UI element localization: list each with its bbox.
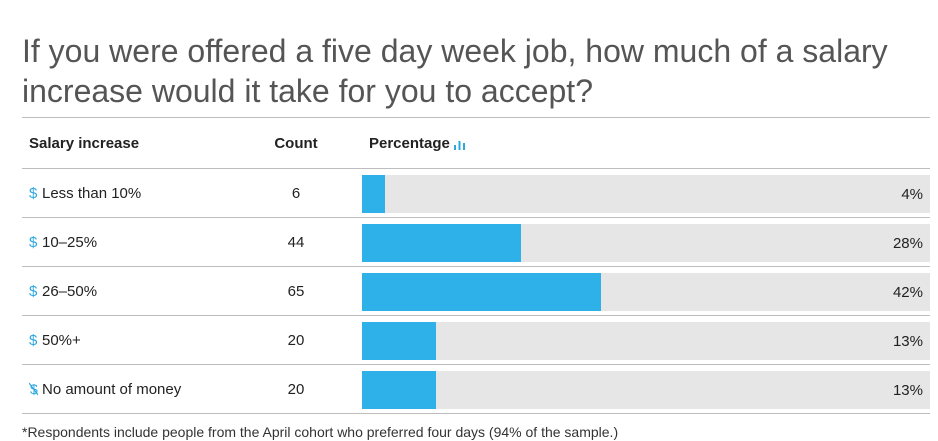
dollar-icon: $ — [29, 283, 38, 300]
dollar-icon: $ — [29, 332, 38, 349]
salary-increase-label: 10–25% — [42, 234, 98, 251]
salary-increase-label: 26–50% — [42, 283, 98, 300]
salary-increase-label: 50%+ — [42, 332, 81, 349]
results-table: Salary increase Count Percentage $ Less t… — [22, 117, 930, 414]
salary-increase-cell: $26–50% — [29, 283, 97, 300]
percentage-bar-track: 28% — [362, 224, 930, 262]
table-row: $26–50% 65 42% — [22, 267, 930, 316]
table-header: Salary increase Count Percentage — [22, 118, 930, 169]
count-cell: 20 — [287, 332, 305, 349]
column-header-salary-increase[interactable]: Salary increase — [29, 135, 140, 152]
percentage-bar-track: 13% — [362, 371, 930, 409]
table-body: $ Less than 10% 6 4% $10–25% 44 28% $26–50% 65 42… — [22, 169, 930, 414]
percentage-bar-track: 13% — [362, 322, 930, 360]
salary-increase-label: Less than 10% — [42, 185, 142, 202]
percentage-label: 13% — [892, 333, 923, 350]
percentage-label: 42% — [892, 284, 923, 301]
footnote: *Respondents include people from the Apr… — [22, 424, 619, 440]
percentage-bar — [362, 322, 436, 360]
chart-title: If you were offered a five day week job,… — [22, 33, 888, 110]
percentage-bar — [362, 273, 601, 311]
percentage-bar — [362, 175, 385, 213]
dollar-icon: $ — [29, 234, 38, 251]
count-cell: 20 — [287, 381, 305, 398]
column-header-percentage-label: Percentage — [369, 135, 450, 152]
table-row: $No amount of money 20 13% — [22, 365, 930, 414]
percentage-label: 13% — [892, 382, 923, 399]
salary-increase-cell: $ Less than 10% — [29, 185, 141, 202]
percentage-label: 4% — [901, 186, 923, 203]
table-row: $ Less than 10% 6 4% — [22, 169, 930, 218]
percentage-bar — [362, 371, 436, 409]
salary-increase-cell: $10–25% — [29, 234, 97, 251]
percentage-bar-track: 4% — [362, 175, 930, 213]
dollar-icon: $ — [29, 185, 38, 202]
table-row: $10–25% 44 28% — [22, 218, 930, 267]
salary-increase-cell: $No amount of money — [28, 381, 182, 398]
percentage-bar-track: 42% — [362, 273, 930, 311]
table-row: $50%+ 20 13% — [22, 316, 930, 365]
salary-increase-label: No amount of money — [42, 381, 182, 398]
count-cell: 44 — [287, 234, 305, 251]
count-cell: 65 — [287, 283, 305, 300]
count-cell: 6 — [291, 185, 301, 202]
percentage-bar — [362, 224, 522, 262]
column-header-count[interactable]: Count — [274, 135, 318, 152]
column-header-percentage[interactable]: Percentage — [369, 135, 465, 152]
percentage-label: 28% — [892, 235, 923, 252]
no-dollar-icon: $ — [28, 381, 39, 398]
salary-increase-cell: $50%+ — [29, 332, 81, 349]
bar-chart-icon — [453, 140, 465, 150]
